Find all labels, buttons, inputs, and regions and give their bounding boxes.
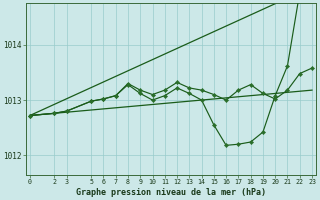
X-axis label: Graphe pression niveau de la mer (hPa): Graphe pression niveau de la mer (hPa) [76, 188, 266, 197]
